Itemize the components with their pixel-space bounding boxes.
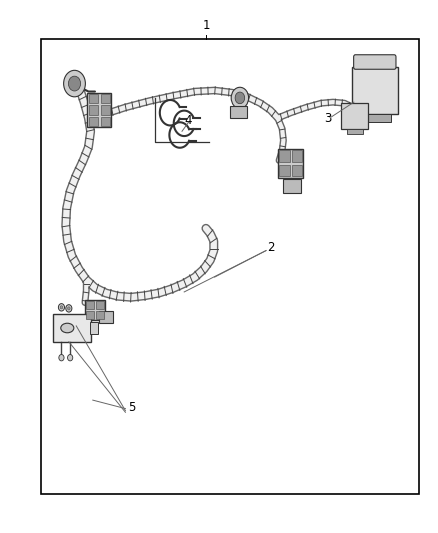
Circle shape — [58, 304, 64, 311]
Text: 2: 2 — [268, 241, 275, 254]
Bar — [53, 314, 91, 342]
Bar — [87, 93, 111, 127]
Text: 4: 4 — [185, 114, 192, 127]
Circle shape — [235, 92, 245, 104]
Circle shape — [59, 354, 64, 361]
Bar — [96, 311, 104, 319]
Bar — [100, 94, 110, 103]
Circle shape — [60, 306, 63, 309]
Circle shape — [64, 70, 85, 97]
Bar — [85, 311, 94, 319]
Text: 3: 3 — [324, 111, 332, 125]
Bar — [100, 106, 110, 115]
Bar — [85, 301, 94, 309]
Bar — [96, 301, 104, 309]
FancyBboxPatch shape — [353, 55, 396, 69]
Bar — [99, 311, 113, 322]
Bar — [100, 117, 110, 126]
Circle shape — [231, 87, 249, 109]
Bar — [90, 322, 98, 334]
Bar — [278, 149, 304, 177]
Bar — [292, 150, 302, 161]
Bar — [41, 38, 419, 495]
Bar — [341, 103, 368, 128]
Text: 5: 5 — [128, 400, 136, 414]
Bar — [85, 300, 106, 320]
Circle shape — [67, 307, 70, 310]
Bar — [292, 165, 302, 176]
Ellipse shape — [61, 323, 74, 333]
Bar — [359, 114, 391, 122]
Text: 1: 1 — [202, 19, 210, 32]
Circle shape — [67, 354, 73, 361]
Circle shape — [68, 76, 81, 91]
Bar — [88, 106, 98, 115]
Bar — [279, 150, 290, 161]
Bar — [88, 117, 98, 126]
Bar — [230, 106, 247, 117]
Bar — [279, 165, 290, 176]
Circle shape — [66, 305, 72, 312]
Bar — [88, 94, 98, 103]
Bar — [352, 67, 398, 114]
Bar — [283, 179, 301, 192]
Bar — [347, 128, 363, 134]
